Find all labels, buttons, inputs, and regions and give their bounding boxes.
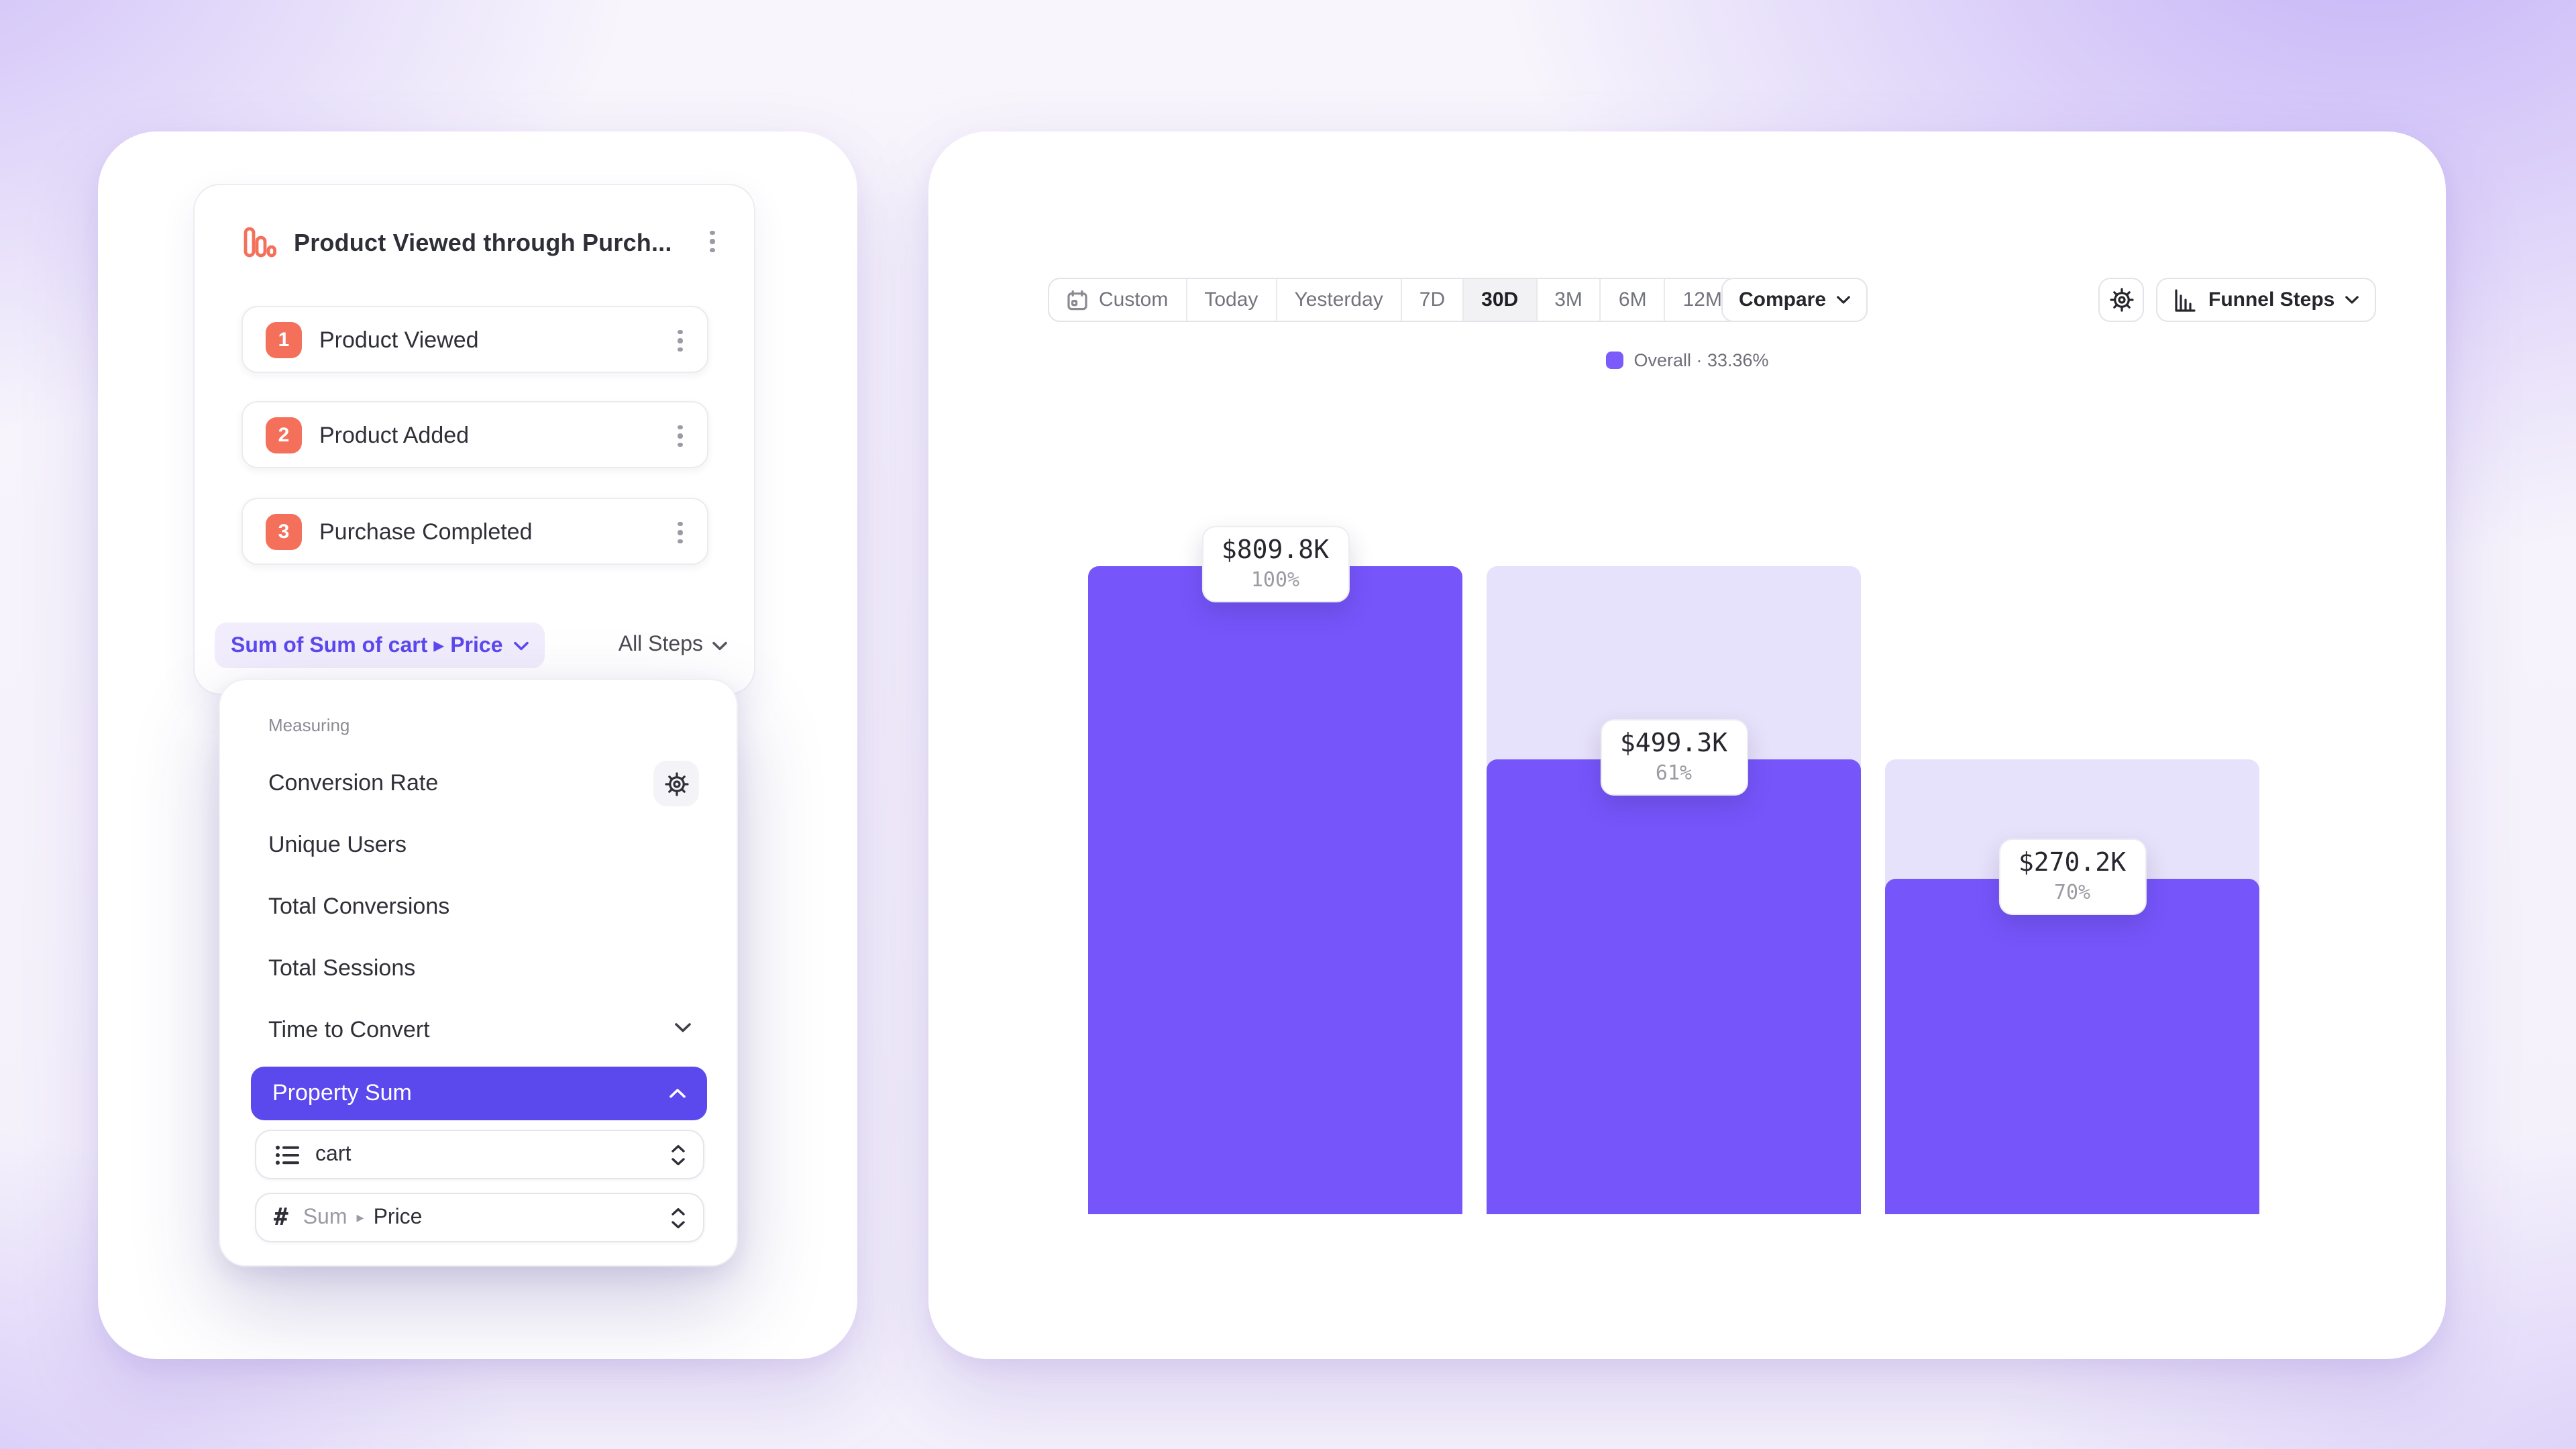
bar-value-label: $499.3K 61%: [1599, 719, 1748, 796]
step-label: Purchase Completed: [319, 519, 533, 545]
date-range-12m[interactable]: 12M: [1682, 288, 1722, 311]
chart-settings-button[interactable]: [2098, 278, 2144, 322]
funnel-builder-card: Product Viewed through Purch... 1 Produc…: [98, 131, 857, 1359]
date-range-6m[interactable]: 6M: [1601, 279, 1666, 321]
date-range-3m[interactable]: 3M: [1537, 279, 1601, 321]
measurement-dropdown[interactable]: Sum of Sum of cart ▸ Price: [215, 623, 545, 668]
chevron-up-icon: [669, 1089, 686, 1098]
date-range-30d-selected[interactable]: 30D: [1464, 279, 1538, 321]
property-sum-label: Property Sum: [272, 1080, 412, 1106]
measurement-dropdown-label: Sum of Sum of cart ▸ Price: [231, 635, 503, 657]
kebab-menu-icon[interactable]: [671, 421, 690, 451]
bar-chart-icon: [241, 224, 278, 260]
date-range-today[interactable]: Today: [1187, 279, 1277, 321]
chevron-down-icon: [1837, 296, 1850, 304]
menu-item-total-conversions[interactable]: Total Conversions: [268, 894, 450, 919]
funnel-bar[interactable]: $809.8K 100%: [1088, 526, 1462, 1214]
funnel-steps-icon: [2175, 288, 2196, 311]
kebab-menu-icon[interactable]: [671, 518, 690, 547]
step-number-badge: 3: [266, 514, 302, 550]
steps-scope-dropdown[interactable]: All Steps: [619, 623, 727, 668]
funnel-step-row[interactable]: 2 Product Added: [241, 401, 708, 468]
menu-item-conversion-rate[interactable]: Conversion Rate: [220, 753, 737, 814]
legend-swatch: [1605, 352, 1623, 369]
funnel-chart-card: Custom Today Yesterday 7D 30D 3M 6M 12M …: [928, 131, 2446, 1359]
aggregation-select[interactable]: # Sum ▸ Price: [255, 1193, 704, 1242]
compare-button[interactable]: Compare: [1721, 278, 1868, 322]
gear-icon: [2109, 288, 2133, 312]
menu-item-unique-users[interactable]: Unique Users: [268, 832, 407, 857]
unfold-icon: [671, 1144, 686, 1165]
funnel-title: Product Viewed through Purch...: [294, 229, 672, 256]
gear-icon[interactable]: [653, 761, 699, 806]
chart-legend: Overall · 33.36%: [928, 350, 2446, 370]
property-select-value: cart: [315, 1142, 352, 1165]
funnel-step-row[interactable]: 3 Purchase Completed: [241, 498, 708, 565]
measuring-section-label: Measuring: [268, 715, 350, 735]
funnel-bar-chart: $809.8K 100% $499.3K 61% $270.2K 70%: [1088, 526, 2259, 1214]
steps-scope-label: All Steps: [618, 633, 703, 656]
menu-item-time-to-convert[interactable]: Time to Convert: [220, 1000, 737, 1061]
kebab-menu-icon[interactable]: [703, 227, 722, 256]
bar-solid[interactable]: [1885, 879, 2259, 1214]
unfold-icon: [671, 1207, 686, 1228]
menu-item-total-sessions[interactable]: Total Sessions: [268, 955, 416, 981]
chevron-down-icon: [712, 641, 727, 650]
legend-label: Overall · 33.36%: [1633, 350, 1769, 370]
bar-value-label: $270.2K 70%: [1998, 839, 2147, 915]
chart-view-button[interactable]: Funnel Steps: [2156, 278, 2377, 322]
list-icon: [276, 1144, 299, 1165]
funnel-step-row[interactable]: 1 Product Viewed: [241, 306, 708, 373]
aggregation-select-value: Sum ▸ Price: [303, 1205, 423, 1228]
bar-solid[interactable]: [1487, 759, 1861, 1214]
step-label: Product Added: [319, 423, 470, 448]
measuring-menu: Measuring Conversion Rate Unique Users: [219, 679, 738, 1267]
funnel-definition-card: Product Viewed through Purch... 1 Produc…: [193, 184, 755, 695]
chevron-down-icon: [675, 1022, 691, 1033]
chart-toolbar: Custom Today Yesterday 7D 30D 3M 6M 12M …: [928, 278, 2446, 322]
step-number-badge: 2: [266, 417, 302, 453]
breadcrumb-arrow-icon: ▸: [356, 1210, 364, 1226]
date-range-custom[interactable]: Custom: [1049, 279, 1187, 321]
date-range-yesterday[interactable]: Yesterday: [1277, 279, 1402, 321]
bar-solid[interactable]: [1088, 566, 1462, 1214]
funnel-bar[interactable]: $270.2K 70%: [1885, 566, 2259, 1214]
chevron-down-icon: [513, 641, 529, 650]
step-number-badge: 1: [266, 322, 302, 358]
funnel-bar[interactable]: $499.3K 61%: [1487, 566, 1861, 1214]
property-select[interactable]: cart: [255, 1130, 704, 1179]
menu-item-property-sum[interactable]: Property Sum: [251, 1067, 707, 1120]
calendar-icon: [1067, 289, 1087, 310]
hash-icon: #: [274, 1203, 288, 1232]
bar-value-label: $809.8K 100%: [1201, 526, 1350, 602]
kebab-menu-icon[interactable]: [671, 326, 690, 356]
date-range-7d[interactable]: 7D: [1402, 279, 1464, 321]
step-label: Product Viewed: [319, 327, 479, 353]
date-range-control: Custom Today Yesterday 7D 30D 3M 6M 12M: [1048, 278, 1741, 322]
chevron-down-icon: [2345, 296, 2359, 304]
